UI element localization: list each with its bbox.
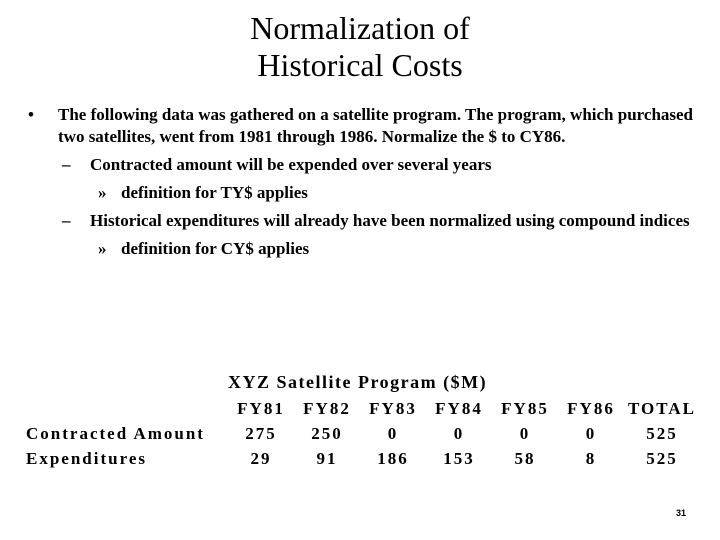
dash-icon: –: [62, 211, 71, 230]
table-header-cell: FY85: [501, 398, 549, 418]
table-cell: 275: [245, 423, 277, 443]
sub-bullet-contracted: – Contracted amount will be expended ove…: [28, 154, 698, 176]
slide-title-line-1: Normalization of: [250, 10, 470, 46]
bullet-list: • The following data was gathered on a s…: [28, 104, 698, 260]
sub-bullet-contracted-text: Contracted amount will be expended over …: [90, 155, 492, 174]
table-title: XYZ Satellite Program ($M): [228, 372, 488, 392]
sub-sub-bullet-ty: » definition for TY$ applies: [28, 182, 698, 204]
sub-sub-bullet-cy-text: definition for CY$ applies: [121, 239, 310, 258]
bullet-main-text: The following data was gathered on a sat…: [58, 105, 694, 146]
sub-sub-bullet-cy: » definition for CY$ applies: [28, 238, 698, 260]
table-header-cell: TOTAL: [628, 398, 696, 418]
satellite-cost-table: FY81 FY82 FY83 FY84 FY85 FY86 TOTAL Cont…: [26, 396, 700, 471]
table-cell: 186: [377, 448, 409, 468]
chevron-icon: »: [98, 239, 107, 258]
sub-bullet-historical-text: Historical expenditures will already hav…: [90, 211, 690, 230]
table-cell: 250: [311, 423, 343, 443]
chevron-icon: »: [98, 183, 107, 202]
table-header-blank: [26, 396, 228, 421]
table-cell: 29: [250, 448, 272, 468]
slide-title-line-2: Historical Costs: [257, 47, 463, 83]
table-cell: 0: [453, 423, 465, 443]
table-cell: 0: [387, 423, 399, 443]
bullet-main: • The following data was gathered on a s…: [28, 104, 698, 148]
table-row-label: Expenditures: [26, 448, 147, 468]
table-cell: 58: [514, 448, 536, 468]
table-header-cell: FY82: [303, 398, 351, 418]
page-number: 31: [676, 508, 687, 518]
table-cell: 525: [646, 448, 678, 468]
table-cell: 91: [316, 448, 338, 468]
table-header-row: FY81 FY82 FY83 FY84 FY85 FY86 TOTAL: [26, 396, 700, 421]
sub-bullet-historical: – Historical expenditures will already h…: [28, 210, 698, 232]
table-header-cell: FY84: [435, 398, 483, 418]
table-header-cell: FY83: [369, 398, 417, 418]
table-row: Expenditures 29 91 186 153 58 8 525: [26, 446, 700, 471]
dash-icon: –: [62, 155, 71, 174]
table-header-cell: FY86: [567, 398, 615, 418]
bullet-dot-icon: •: [28, 105, 34, 124]
table-row-label: Contracted Amount: [26, 423, 205, 443]
table-row: Contracted Amount 275 250 0 0 0 0 525: [26, 421, 700, 446]
table-header-cell: FY81: [237, 398, 285, 418]
sub-sub-bullet-ty-text: definition for TY$ applies: [121, 183, 308, 202]
table-cell: 0: [519, 423, 531, 443]
table-cell: 153: [443, 448, 475, 468]
table-cell: 525: [646, 423, 678, 443]
table-cell: 8: [585, 448, 597, 468]
slide-title: Normalization of Historical Costs: [0, 10, 720, 84]
table-cell: 0: [585, 423, 597, 443]
